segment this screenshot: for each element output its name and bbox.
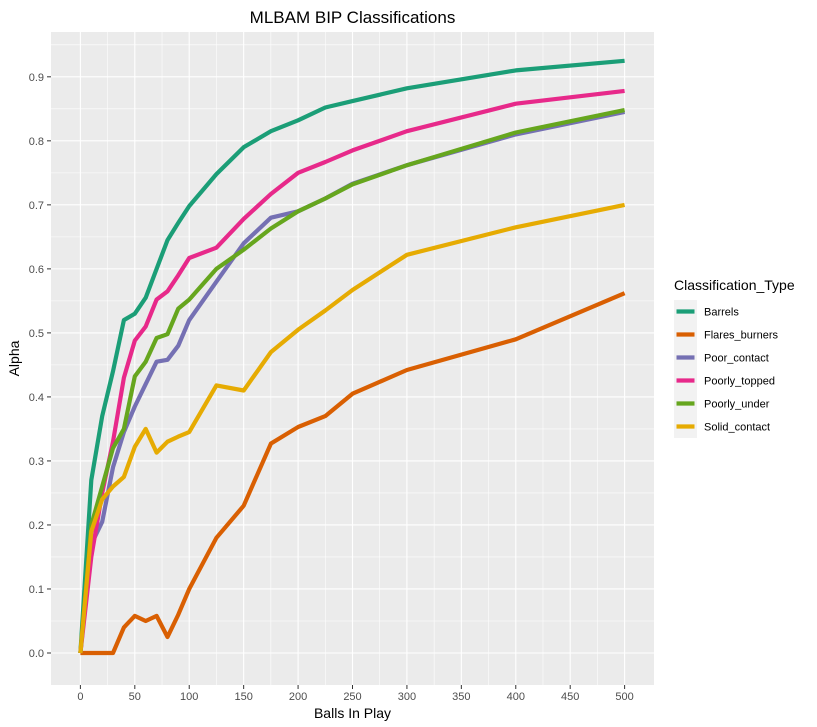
chart-title: MLBAM BIP Classifications bbox=[250, 8, 456, 27]
series-line-poorly-under bbox=[78, 108, 626, 654]
y-axis-title: Alpha bbox=[6, 340, 22, 376]
x-axis-ticks: 0 50 100 150 200 250 300 350 400 450 500 bbox=[77, 685, 634, 703]
legend-label-poor-contact: Poor_contact bbox=[704, 353, 769, 365]
x-tick-label: 350 bbox=[452, 691, 470, 703]
series-lines bbox=[78, 58, 626, 656]
y-tick-label: 0.5 bbox=[29, 328, 44, 340]
y-axis-ticks: 0.0 0.1 0.2 0.3 0.4 0.5 0.6 0.7 0.8 0.9 bbox=[29, 72, 51, 660]
y-tick-label: 0.6 bbox=[29, 264, 44, 276]
x-tick-label: 250 bbox=[343, 691, 361, 703]
grid-major bbox=[51, 32, 654, 685]
legend-label-barrels: Barrels bbox=[704, 307, 739, 319]
legend-label-poorly-under: Poorly_under bbox=[704, 399, 770, 411]
y-tick-label: 0.1 bbox=[29, 584, 44, 596]
y-tick-label: 0.9 bbox=[29, 72, 44, 84]
y-tick-label: 0.0 bbox=[29, 648, 44, 660]
legend-label-flares-burners: Flares_burners bbox=[704, 330, 778, 342]
legend-label-solid-contact: Solid_contact bbox=[704, 422, 770, 434]
legend-items: Barrels Flares_burners Poor_contact Poorly_… bbox=[674, 300, 778, 438]
x-axis-title: Balls In Play bbox=[314, 705, 391, 721]
series-line-flares-burners bbox=[80, 291, 626, 656]
x-tick-label: 200 bbox=[289, 691, 307, 703]
x-tick-label: 150 bbox=[234, 691, 252, 703]
x-tick-label: 500 bbox=[615, 691, 633, 703]
y-tick-label: 0.7 bbox=[29, 200, 44, 212]
series-line-solid-contact bbox=[78, 202, 626, 654]
x-tick-label: 0 bbox=[77, 691, 83, 703]
y-tick-label: 0.3 bbox=[29, 456, 44, 468]
series-line-poorly-topped bbox=[78, 88, 625, 654]
x-tick-label: 300 bbox=[398, 691, 416, 703]
legend-title: Classification_Type bbox=[674, 277, 795, 293]
y-tick-label: 0.4 bbox=[29, 392, 44, 404]
x-tick-label: 100 bbox=[180, 691, 198, 703]
y-tick-label: 0.2 bbox=[29, 520, 44, 532]
series-line-barrels bbox=[78, 58, 625, 654]
legend: Classification_Type Barrels Flares_burner… bbox=[674, 277, 795, 438]
legend-label-poorly-topped: Poorly_topped bbox=[704, 376, 775, 388]
x-tick-label: 50 bbox=[129, 691, 141, 703]
x-tick-label: 400 bbox=[507, 691, 525, 703]
y-tick-label: 0.8 bbox=[29, 136, 44, 148]
x-tick-label: 450 bbox=[561, 691, 579, 703]
